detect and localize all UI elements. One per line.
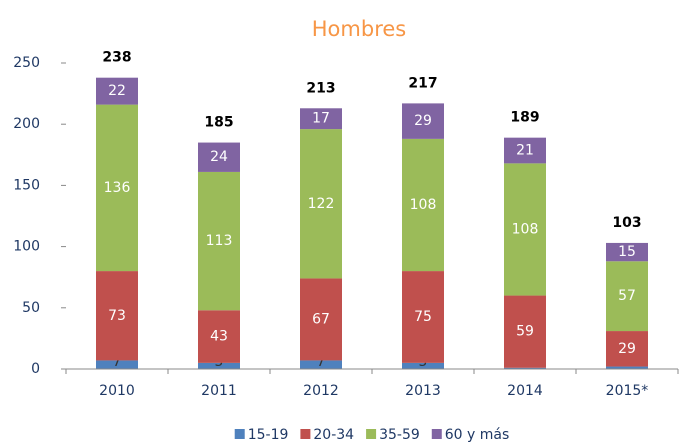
legend-swatch (234, 429, 245, 439)
bar-segment (198, 362, 240, 369)
bar-segment (198, 171, 240, 311)
x-tick-label: 2012 (303, 383, 339, 399)
bar-segment (504, 295, 546, 368)
bar-segment (96, 360, 138, 369)
total-label: 217 (408, 75, 437, 91)
legend-swatch (366, 429, 377, 439)
value-label: 22 (108, 83, 126, 99)
value-label: 57 (618, 288, 636, 304)
value-label: 59 (516, 324, 534, 340)
bar-segment (96, 271, 138, 361)
x-tick-label: 2010 (99, 383, 135, 399)
total-label: 238 (102, 50, 131, 66)
bar-segment (300, 360, 342, 369)
bar-segment (300, 108, 342, 130)
total-label: 213 (306, 80, 335, 96)
bar-segment (402, 362, 444, 369)
legend-swatch (431, 429, 442, 439)
bar-segment (300, 129, 342, 279)
value-label: 113 (206, 233, 233, 249)
y-tick-label: 100 (13, 239, 40, 255)
bar-segment (402, 271, 444, 363)
value-label: 43 (210, 329, 228, 345)
y-tick-label: 0 (31, 361, 40, 377)
total-label: 185 (204, 115, 233, 131)
legend-swatch (300, 429, 311, 439)
value-label: 17 (312, 111, 330, 127)
y-tick-label: 50 (22, 300, 40, 316)
chart-title: Hombres (312, 17, 406, 41)
value-label: 122 (308, 196, 335, 212)
bar-segment (96, 77, 138, 105)
bar-segment (402, 103, 444, 139)
value-label: 15 (618, 244, 636, 260)
y-tick-label: 250 (13, 55, 40, 71)
total-label: 103 (612, 215, 641, 231)
legend-label: 15-19 (248, 427, 289, 443)
value-label: 67 (312, 311, 330, 327)
bar-segment (300, 278, 342, 361)
value-label: 73 (108, 308, 126, 324)
bar-segment (198, 142, 240, 172)
y-tick-label: 150 (13, 177, 40, 193)
x-tick-label: 2013 (405, 383, 441, 399)
value-label: 7 (317, 354, 326, 370)
value-label: 29 (414, 113, 432, 129)
y-tick-label: 200 (13, 116, 40, 132)
value-label: 108 (512, 221, 539, 237)
legend: 15-19 20-34 35-59 60 y más (234, 427, 510, 443)
x-tick-label: 2014 (507, 383, 543, 399)
bar-segment (402, 138, 444, 272)
value-label: 29 (618, 341, 636, 357)
bar-segment (504, 163, 546, 296)
bar-segment (504, 137, 546, 164)
bar-segment (606, 242, 648, 262)
value-label: 136 (104, 180, 131, 196)
legend-label: 60 y más (445, 427, 510, 443)
value-label: 108 (410, 197, 437, 213)
bar-segment (504, 367, 546, 369)
total-label: 189 (510, 110, 539, 126)
legend-label: 35-59 (379, 427, 420, 443)
x-tick-label: 2015* (606, 383, 649, 399)
value-label: 24 (210, 149, 228, 165)
bar-segment (606, 261, 648, 332)
bar-segment (96, 104, 138, 272)
x-tick-label: 2011 (201, 383, 237, 399)
legend-label: 20-34 (313, 427, 354, 443)
bar-segment (198, 310, 240, 363)
value-label: 21 (516, 143, 534, 159)
value-label: 75 (414, 309, 432, 325)
value-label: 7 (113, 354, 122, 370)
bar-segment (606, 331, 648, 367)
bar-segment (606, 366, 648, 369)
